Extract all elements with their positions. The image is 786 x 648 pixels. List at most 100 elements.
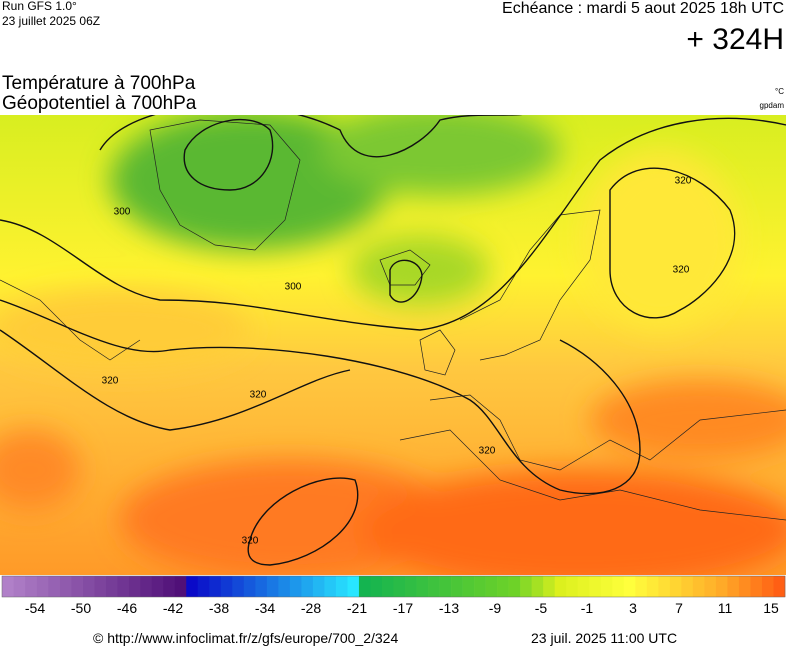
contour-label: 320 xyxy=(673,265,690,276)
map xyxy=(0,115,786,575)
colorbar-label: -50 xyxy=(71,600,91,616)
colorbar-swatch xyxy=(232,576,245,597)
colorbar-swatch xyxy=(692,576,705,597)
colorbar-frame xyxy=(1,575,786,598)
footer-source: © http://www.infoclimat.fr/z/gfs/europe/… xyxy=(93,630,398,646)
colorbar-swatch xyxy=(48,576,60,597)
colorbar-swatch xyxy=(600,576,613,597)
contour-label: 320 xyxy=(102,376,119,387)
colorbar-label: 15 xyxy=(763,600,779,616)
colorbar-swatch xyxy=(451,576,463,597)
lead-time: + 324H xyxy=(686,23,784,56)
colorbar-swatch xyxy=(669,576,682,597)
colorbar-swatch xyxy=(738,576,751,597)
title-1: Température à 700hPa xyxy=(2,73,196,94)
colorbar-swatch xyxy=(577,576,590,597)
colorbar-swatch xyxy=(623,576,636,597)
valid-time: Echéance : mardi 5 aout 2025 18h UTC xyxy=(502,0,784,17)
colorbar-swatch xyxy=(761,576,774,597)
colorbar-swatch xyxy=(186,576,199,597)
colorbar-swatch xyxy=(589,576,602,597)
colorbar-swatch xyxy=(82,576,95,597)
colorbar-swatch xyxy=(416,576,429,597)
colorbar-swatch xyxy=(635,576,648,597)
colorbar-swatch xyxy=(681,576,694,597)
colorbar-label: -13 xyxy=(439,600,459,616)
colorbar-swatch xyxy=(13,576,26,597)
colorbar-swatch xyxy=(105,576,118,597)
colorbar-swatch xyxy=(140,576,152,597)
colorbar-swatch xyxy=(497,576,509,597)
colorbar-swatch xyxy=(428,576,440,597)
colorbar-label: -5 xyxy=(535,600,548,616)
colorbar-swatch xyxy=(220,576,233,597)
colorbar-swatch xyxy=(128,576,141,597)
footer-date: 23 juil. 2025 11:00 UTC xyxy=(531,630,677,646)
colorbar-label: 11 xyxy=(718,600,733,616)
contour-label: 320 xyxy=(242,536,259,547)
colorbar-swatch xyxy=(255,576,268,597)
colorbar-swatch xyxy=(335,576,348,597)
colorbar-swatch xyxy=(646,576,659,597)
run: Run GFS 1.0° xyxy=(2,0,77,13)
run-date: 23 juillet 2025 06Z xyxy=(2,14,100,28)
colorbar-swatch xyxy=(163,576,176,597)
colorbar-swatch xyxy=(289,576,302,597)
colorbar-swatch xyxy=(531,576,544,597)
colorbar-swatch xyxy=(612,576,625,597)
colorbar-label: -17 xyxy=(393,600,413,616)
unit-temp: °C xyxy=(775,87,784,96)
colorbar-swatch xyxy=(151,576,164,597)
colorbar-label: 3 xyxy=(629,600,637,616)
title-2: Géopotentiel à 700hPa xyxy=(2,93,197,114)
colorbar-swatch xyxy=(2,576,14,597)
contour-label: 320 xyxy=(675,176,692,187)
colorbar-swatch xyxy=(59,576,72,597)
colorbar-swatch xyxy=(405,576,417,597)
colorbar: -54 -50 -46 -42 -38 -34 -28 -21 -17 -13 -9 -5 -1 3 7 11… xyxy=(1,575,786,616)
colorbar-swatch xyxy=(658,576,671,597)
colorbar-swatch xyxy=(117,576,129,597)
colorbar-swatch xyxy=(370,576,383,597)
colorbar-swatch xyxy=(715,576,728,597)
colorbar-swatch xyxy=(197,576,210,597)
colorbar-swatch xyxy=(508,576,521,597)
colorbar-swatch xyxy=(485,576,498,597)
unit-geo: gpdam xyxy=(760,101,785,110)
colorbar-swatch xyxy=(71,576,83,597)
colorbar-swatch xyxy=(266,576,279,597)
colorbar-swatch xyxy=(278,576,291,597)
colorbar-swatch xyxy=(474,576,486,597)
colorbar-swatch xyxy=(704,576,717,597)
colorbar-swatch xyxy=(750,576,763,597)
contour-label: 300 xyxy=(285,282,302,293)
colorbar-swatch xyxy=(773,576,786,597)
colorbar-swatch xyxy=(727,576,740,597)
colorbar-swatch xyxy=(462,576,475,597)
colorbar-swatch xyxy=(174,576,187,597)
colorbar-label: 7 xyxy=(675,600,683,616)
colorbar-label: -9 xyxy=(489,600,502,616)
colorbar-label: -1 xyxy=(581,600,594,616)
colorbar-swatch xyxy=(381,576,394,597)
colorbar-swatch xyxy=(520,576,532,597)
colorbar-swatch xyxy=(324,576,337,597)
colorbar-label: -46 xyxy=(117,600,137,616)
colorbar-swatch xyxy=(243,576,256,597)
colorbar-label: -21 xyxy=(347,600,367,616)
contour-label: 300 xyxy=(114,207,131,218)
colorbar-swatch xyxy=(301,576,314,597)
colorbar-swatch xyxy=(543,576,556,597)
colorbar-swatch xyxy=(36,576,49,597)
colorbar-label: -28 xyxy=(301,600,321,616)
colorbar-label: -42 xyxy=(163,600,183,616)
contour-label: 320 xyxy=(250,390,267,401)
colorbar-swatch xyxy=(566,576,579,597)
contour-label: 320 xyxy=(479,446,496,457)
colorbar-swatch xyxy=(347,576,360,597)
colorbar-swatch xyxy=(209,576,222,597)
colorbar-swatch xyxy=(94,576,106,597)
colorbar-swatch xyxy=(554,576,567,597)
colorbar-swatch xyxy=(439,576,452,597)
